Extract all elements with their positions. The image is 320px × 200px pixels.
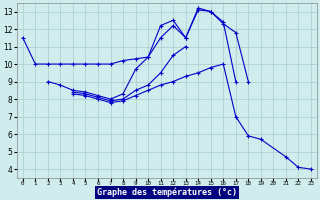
X-axis label: Graphe des températures (°c): Graphe des températures (°c)	[97, 188, 237, 197]
